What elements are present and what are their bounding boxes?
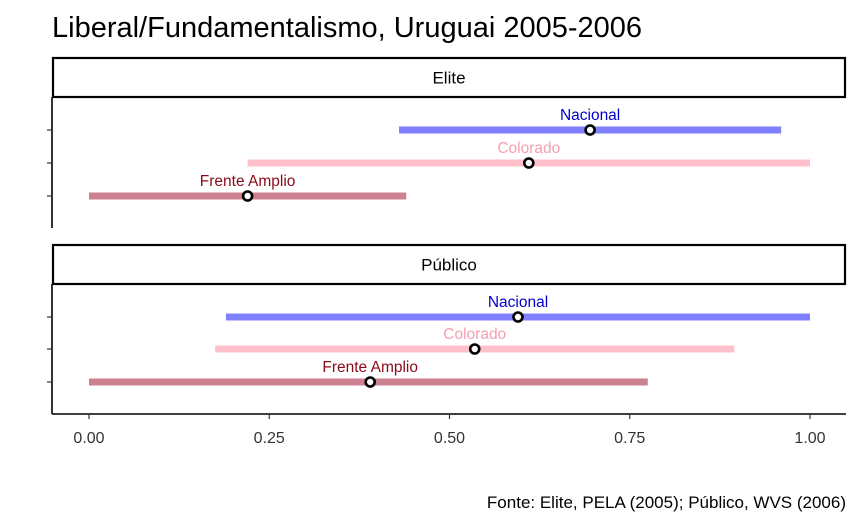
x-tick-label: 0.00 <box>73 430 104 447</box>
x-tick-label: 0.75 <box>614 430 645 447</box>
series-label-colorado-elite: Colorado <box>497 140 560 157</box>
series-label-frente-amplio-publico: Frente Amplio <box>322 359 418 376</box>
chart-title: Liberal/Fundamentalismo, Uruguai 2005-20… <box>52 12 642 44</box>
x-tick-label: 1.00 <box>794 430 825 447</box>
strip-label-publico: Público <box>421 256 477 275</box>
mean-point-nacional-publico <box>512 311 524 323</box>
series-label-nacional-publico: Nacional <box>488 294 548 311</box>
mean-point-nacional-elite <box>584 124 596 136</box>
x-tick-label: 0.50 <box>434 430 465 447</box>
x-axis: 0.00 0.25 0.50 0.75 1.00 <box>52 413 846 447</box>
mean-point-frente-amplio-publico <box>364 376 376 388</box>
x-tick-label: 0.25 <box>254 430 285 447</box>
strip-publico <box>51 243 847 286</box>
series-label-nacional-elite: Nacional <box>560 107 620 124</box>
mean-point-frente-amplio-elite <box>241 190 254 202</box>
mean-point-colorado-elite <box>523 157 535 169</box>
series-label-frente-amplio-elite: Frente Amplio <box>200 173 296 190</box>
strip-elite <box>51 56 847 99</box>
series-label-colorado-publico: Colorado <box>443 326 506 343</box>
panel-publico: Público Nacional Colorado Frente Amplio <box>47 243 847 414</box>
chart-caption: Fonte: Elite, PELA (2005); Público, WVS … <box>487 493 846 512</box>
strip-label-elite: Elite <box>432 69 465 88</box>
mean-point-colorado-publico <box>468 343 481 355</box>
